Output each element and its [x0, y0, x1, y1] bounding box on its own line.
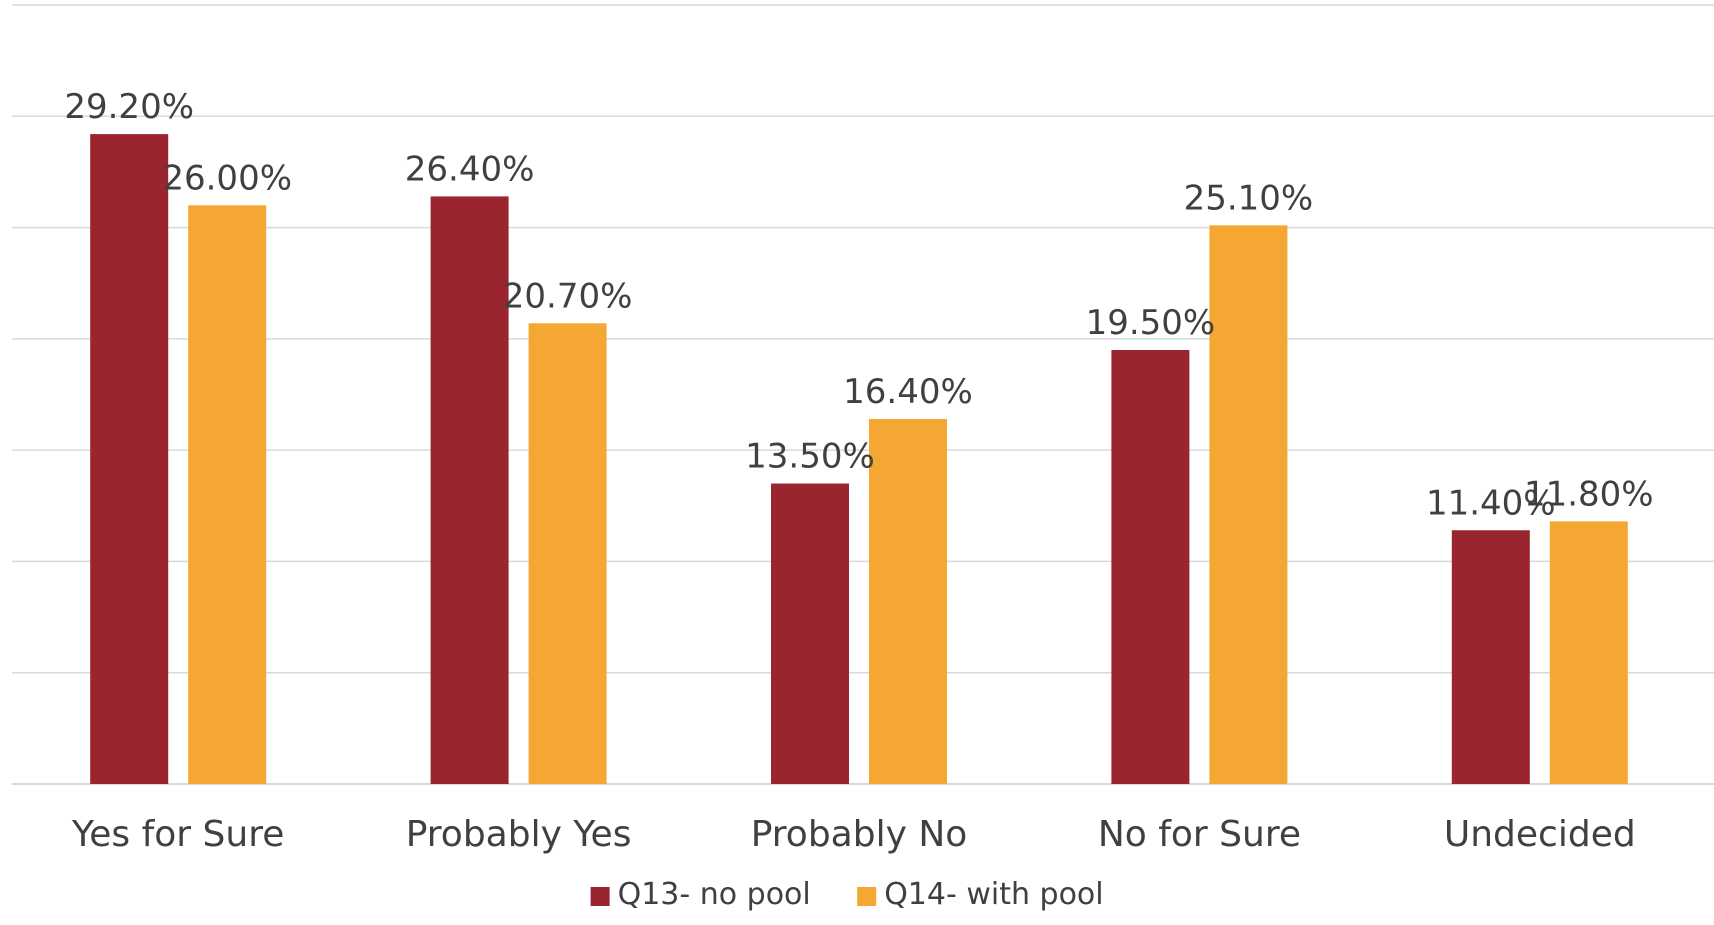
data-labels: 29.20% 26.00% 26.40% 20.70% 13.50% 16.40% 19.5… [64, 87, 1653, 523]
x-tick-label: Probably Yes [406, 814, 632, 855]
data-label: 26.00% [162, 158, 292, 198]
legend: Q13- no pool Q14- with pool [590, 877, 1104, 912]
bar-probably-yes-series-2 [528, 323, 607, 784]
bar-no-for-sure-series-1 [1111, 349, 1190, 784]
x-tick-label: No for Sure [1098, 814, 1301, 855]
data-label: 29.20% [64, 87, 194, 127]
bar-no-for-sure-series-2 [1209, 225, 1288, 785]
gridlines [12, 4, 1714, 785]
legend-swatch [857, 887, 877, 906]
legend-label: Q14- with pool [884, 877, 1103, 912]
bar-yes-for-sure-series-1 [90, 134, 169, 784]
x-tick-label: Undecided [1444, 814, 1636, 855]
data-label: 26.40% [405, 149, 535, 189]
x-tick-label: Yes for Sure [71, 814, 284, 855]
data-label: 13.50% [745, 437, 875, 477]
data-label: 20.70% [503, 276, 633, 316]
x-tick-label: Probably No [751, 814, 968, 855]
legend-swatch [590, 887, 610, 906]
legend-label: Q13- no pool [618, 877, 811, 912]
data-label: 11.40% [1426, 483, 1556, 523]
x-axis-tick-labels: Yes for Sure Probably Yes Probably No No fo… [71, 814, 1636, 855]
data-label: 25.10% [1184, 178, 1314, 218]
bar-probably-no-series-2 [869, 418, 947, 784]
bar-yes-for-sure-series-2 [188, 205, 267, 785]
bar-undecided-series-2 [1549, 521, 1628, 784]
bar-undecided-series-1 [1451, 530, 1530, 784]
bar-probably-yes-series-1 [430, 196, 509, 784]
bar-probably-no-series-1 [771, 483, 849, 784]
data-label: 16.40% [843, 372, 973, 412]
data-label: 11.80% [1524, 474, 1654, 514]
data-label: 19.50% [1086, 303, 1216, 343]
bars [90, 134, 1628, 785]
